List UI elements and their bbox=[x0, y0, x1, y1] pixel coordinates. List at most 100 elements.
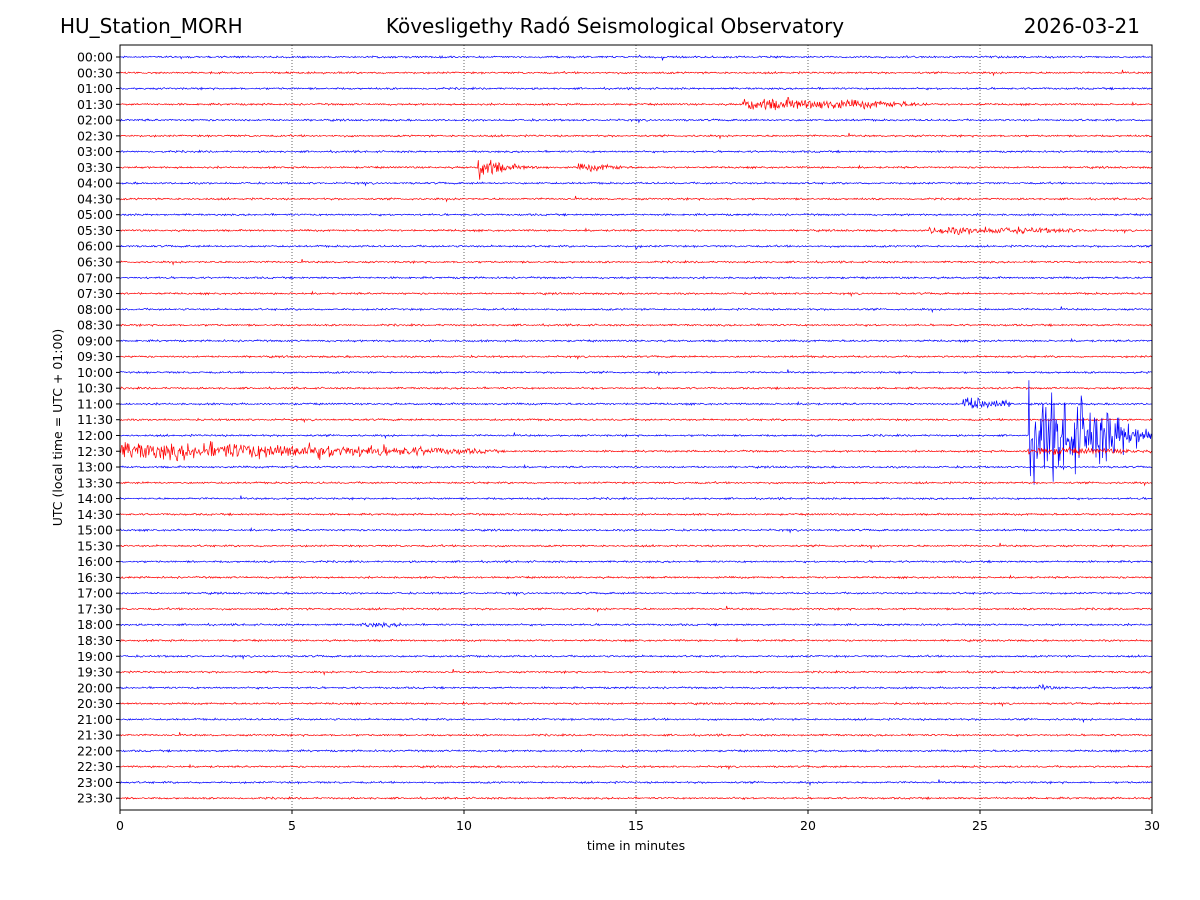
chart-title: Kövesligethy Radó Seismological Observat… bbox=[385, 14, 845, 38]
trace-20:30 bbox=[119, 700, 1152, 708]
trace-12:30 bbox=[119, 440, 1153, 462]
trace-13:30 bbox=[119, 480, 1153, 487]
x-tick-label-15: 15 bbox=[628, 818, 644, 833]
y-tick-label-17:00: 17:00 bbox=[77, 586, 113, 601]
y-tick-label-07:00: 07:00 bbox=[77, 270, 113, 285]
trace-18:30 bbox=[119, 637, 1153, 643]
trace-18:00 bbox=[119, 621, 1153, 629]
grid-lines bbox=[291, 45, 981, 810]
trace-16:30 bbox=[119, 574, 1153, 580]
y-tick-label-05:00: 05:00 bbox=[77, 207, 113, 222]
trace-16:00 bbox=[119, 559, 1153, 564]
trace-17:30 bbox=[119, 605, 1153, 613]
x-tick-label-25: 25 bbox=[972, 818, 988, 833]
trace-01:00 bbox=[119, 86, 1153, 91]
y-tick-label-21:30: 21:30 bbox=[77, 728, 113, 743]
y-tick-label-08:00: 08:00 bbox=[77, 302, 113, 317]
trace-12:00 bbox=[120, 380, 1153, 485]
trace-06:30 bbox=[119, 259, 1153, 266]
trace-09:30 bbox=[119, 354, 1153, 361]
y-tick-label-13:30: 13:30 bbox=[77, 475, 113, 490]
y-axis-label: UTC (local time = UTC + 01:00) bbox=[50, 329, 65, 527]
trace-02:30 bbox=[119, 132, 1153, 140]
x-tick-label-5: 5 bbox=[288, 818, 296, 833]
date-label: 2026-03-21 bbox=[1023, 14, 1140, 38]
y-tick-label-01:00: 01:00 bbox=[77, 81, 113, 96]
trace-14:00 bbox=[119, 495, 1153, 501]
trace-11:00 bbox=[119, 397, 1153, 409]
y-tick-label-12:30: 12:30 bbox=[77, 444, 113, 459]
trace-01:30 bbox=[119, 97, 1153, 111]
x-axis-ticks: 0 5 10 15 20 25 30 bbox=[116, 810, 1160, 833]
trace-10:00 bbox=[119, 369, 1153, 377]
station-name: HU_Station_MORH bbox=[60, 14, 243, 38]
y-tick-label-09:30: 09:30 bbox=[77, 349, 113, 364]
y-tick-label-17:30: 17:30 bbox=[77, 601, 113, 616]
y-tick-label-06:30: 06:30 bbox=[77, 255, 113, 270]
x-tick-label-0: 0 bbox=[116, 818, 124, 833]
trace-03:30 bbox=[120, 159, 1153, 180]
y-tick-label-18:00: 18:00 bbox=[77, 617, 113, 632]
trace-09:00 bbox=[119, 337, 1153, 343]
trace-15:30 bbox=[119, 542, 1153, 550]
plot-frame bbox=[119, 44, 1153, 811]
trace-22:30 bbox=[119, 763, 1153, 771]
y-tick-label-10:30: 10:30 bbox=[77, 381, 113, 396]
trace-05:30 bbox=[119, 226, 1153, 236]
trace-21:30 bbox=[120, 732, 1153, 738]
y-tick-label-16:00: 16:00 bbox=[77, 554, 113, 569]
trace-06:00 bbox=[119, 244, 1153, 250]
y-tick-label-23:00: 23:00 bbox=[77, 775, 113, 790]
y-tick-label-02:30: 02:30 bbox=[77, 128, 113, 143]
y-tick-label-23:30: 23:30 bbox=[77, 791, 113, 806]
x-tick-label-30: 30 bbox=[1144, 818, 1160, 833]
trace-00:00 bbox=[119, 54, 1153, 61]
y-tick-label-00:00: 00:00 bbox=[77, 50, 113, 65]
y-tick-label-20:30: 20:30 bbox=[77, 696, 113, 711]
y-tick-label-19:00: 19:00 bbox=[77, 649, 113, 664]
y-tick-label-03:30: 03:30 bbox=[77, 160, 113, 175]
y-tick-label-02:00: 02:00 bbox=[77, 113, 113, 128]
y-tick-label-06:00: 06:00 bbox=[77, 239, 113, 254]
y-tick-label-14:30: 14:30 bbox=[77, 507, 113, 522]
x-axis-label: time in minutes bbox=[587, 838, 685, 853]
trace-11:30 bbox=[119, 417, 1153, 424]
y-tick-label-22:30: 22:30 bbox=[77, 759, 113, 774]
y-tick-label-01:30: 01:30 bbox=[77, 97, 113, 112]
y-axis-ticks: 00:0000:3001:0001:3002:0002:3003:0003:30… bbox=[77, 50, 120, 806]
y-tick-label-10:00: 10:00 bbox=[77, 365, 113, 380]
trace-17:00 bbox=[119, 591, 1153, 597]
y-tick-label-12:00: 12:00 bbox=[77, 428, 113, 443]
trace-21:00 bbox=[119, 717, 1153, 724]
x-tick-label-20: 20 bbox=[800, 818, 816, 833]
trace-19:30 bbox=[119, 669, 1153, 676]
y-tick-label-00:30: 00:30 bbox=[77, 65, 113, 80]
trace-00:30 bbox=[119, 69, 1153, 77]
y-tick-label-18:30: 18:30 bbox=[77, 633, 113, 648]
trace-08:30 bbox=[119, 322, 1153, 328]
trace-07:00 bbox=[120, 275, 1153, 280]
trace-02:00 bbox=[119, 118, 1153, 124]
trace-19:00 bbox=[119, 654, 1153, 660]
y-tick-label-07:30: 07:30 bbox=[77, 286, 113, 301]
trace-03:00 bbox=[119, 149, 1152, 154]
y-tick-label-15:30: 15:30 bbox=[77, 538, 113, 553]
y-tick-label-16:30: 16:30 bbox=[77, 570, 113, 585]
trace-08:00 bbox=[120, 306, 1153, 314]
x-tick-label-10: 10 bbox=[456, 818, 472, 833]
trace-14:30 bbox=[119, 512, 1153, 517]
y-tick-label-04:00: 04:00 bbox=[77, 176, 113, 191]
y-tick-label-19:30: 19:30 bbox=[77, 665, 113, 680]
trace-07:30 bbox=[119, 290, 1153, 298]
y-tick-label-03:00: 03:00 bbox=[77, 144, 113, 159]
y-tick-label-09:00: 09:00 bbox=[77, 333, 113, 348]
trace-05:00 bbox=[119, 212, 1152, 217]
y-tick-label-20:00: 20:00 bbox=[77, 680, 113, 695]
trace-04:30 bbox=[119, 195, 1153, 203]
trace-13:00 bbox=[119, 463, 1153, 471]
y-tick-label-11:00: 11:00 bbox=[77, 396, 113, 411]
trace-22:00 bbox=[119, 748, 1153, 753]
y-tick-label-15:00: 15:00 bbox=[77, 523, 113, 538]
y-tick-label-08:30: 08:30 bbox=[77, 318, 113, 333]
